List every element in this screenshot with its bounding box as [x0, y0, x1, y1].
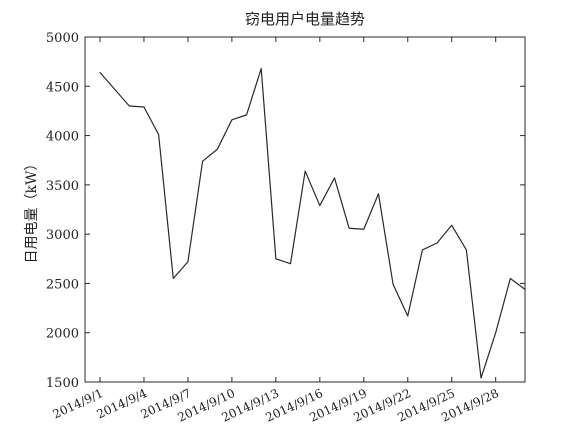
- data-point: [509, 277, 512, 280]
- data-point: [172, 277, 175, 280]
- y-axis: 1500 2000 2500 3000 3500 4000 4500 5000: [46, 31, 525, 391]
- y-tick-label: 4000: [46, 130, 79, 145]
- data-point: [274, 257, 277, 260]
- data-point: [421, 248, 424, 251]
- y-axis-label: 日用电量（kW）: [24, 157, 40, 264]
- y-tick-label: 3000: [46, 228, 79, 243]
- y-tick-label: 5000: [46, 31, 79, 46]
- data-point: [245, 113, 248, 116]
- data-point: [98, 71, 101, 74]
- y-tick-label: 4500: [46, 80, 79, 95]
- data-point: [230, 118, 233, 121]
- series-line: [99, 67, 526, 379]
- data-point: [333, 176, 336, 179]
- y-tick-label: 2500: [46, 277, 79, 292]
- data-point: [348, 227, 351, 230]
- data-point: [128, 104, 131, 107]
- y-tick-label: 3500: [46, 179, 79, 194]
- data-point: [392, 283, 395, 286]
- y-tick-label: 2000: [46, 327, 79, 342]
- data-point: [289, 262, 292, 265]
- data-point: [304, 169, 307, 172]
- data-point: [113, 88, 116, 91]
- data-point: [216, 148, 219, 151]
- chart-title: 窃电用户电量趋势: [245, 10, 365, 28]
- data-point: [479, 376, 482, 379]
- data-point: [494, 331, 497, 334]
- data-point: [435, 241, 438, 244]
- data-point: [523, 288, 526, 291]
- data-point: [362, 228, 365, 231]
- data-point: [186, 260, 189, 263]
- data-point: [318, 204, 321, 207]
- data-point: [377, 192, 380, 195]
- series-layer: [98, 67, 526, 379]
- data-point: [157, 133, 160, 136]
- data-point: [260, 67, 263, 70]
- plot-frame: [84, 36, 526, 383]
- data-point: [406, 314, 409, 317]
- x-axis: 2014/9/12014/9/42014/9/72014/9/102014/9/…: [50, 37, 501, 425]
- y-tick-label: 1500: [46, 376, 79, 391]
- data-point: [450, 224, 453, 227]
- data-point: [465, 248, 468, 251]
- data-point: [142, 105, 145, 108]
- data-point: [201, 160, 204, 163]
